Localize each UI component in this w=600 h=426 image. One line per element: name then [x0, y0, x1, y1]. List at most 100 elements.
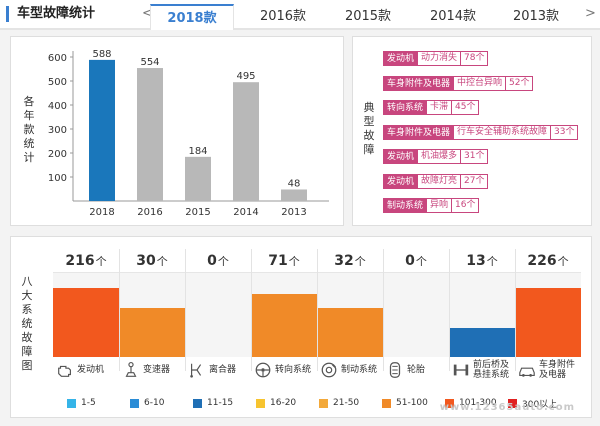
system-name: 车身附件 及电器 [539, 360, 575, 380]
system-bar [449, 327, 515, 357]
column-divider [383, 249, 384, 371]
fault-item[interactable]: 车身附件及电器 中控台异响 52个 [383, 75, 534, 91]
bar-2018 [89, 59, 115, 201]
system-count-value: 30 [136, 253, 156, 269]
fault-description: 卡滞 [427, 100, 453, 115]
fault-item[interactable]: 车身附件及电器 行车安全辅助系统故障 33个 [383, 124, 579, 140]
fault-count-badge: 27个 [461, 173, 489, 189]
y-tick-label: 500 [48, 77, 67, 88]
fault-description: 机油爆多 [418, 149, 462, 164]
system-count-value: 71 [268, 253, 288, 269]
tab-2013[interactable]: 2013款 [512, 9, 560, 24]
system-label: 前后桥及 悬挂系统 [449, 357, 515, 383]
system-column[interactable]: 0个 离合器 [185, 249, 251, 378]
fault-system-tag: 发动机 [383, 51, 419, 66]
bar-2013 [281, 189, 307, 201]
legend-item: 51-100 [382, 395, 428, 411]
system-count-unit: 个 [486, 255, 498, 268]
engine-icon [56, 361, 74, 379]
fault-item[interactable]: 发动机 动力消失 78个 [383, 51, 489, 66]
legend-swatch [382, 398, 391, 408]
column-divider [119, 249, 120, 371]
system-count: 32个 [317, 249, 383, 273]
tab-2018[interactable]: 2018款 [150, 4, 234, 30]
system-count: 13个 [449, 249, 515, 273]
system-count-value: 13 [466, 253, 486, 269]
fault-item[interactable]: 转向系统 卡滞 45个 [383, 100, 480, 115]
legend-swatch [193, 398, 202, 408]
tire-icon [386, 361, 404, 379]
legend-swatch [256, 398, 265, 408]
system-count-value: 226 [527, 253, 557, 269]
fault-system-tag: 发动机 [383, 173, 419, 189]
system-count-value: 0 [207, 253, 217, 269]
legend-item: 6-10 [130, 395, 164, 411]
fault-count-badge: 78个 [461, 51, 489, 66]
steering-wheel-icon [254, 361, 272, 379]
system-count: 30个 [119, 249, 185, 273]
x-tick-label: 2018 [89, 207, 114, 218]
color-legend: 1-5 6-10 11-15 16-20 21-50 51-100 101-300 300以上 [67, 395, 567, 411]
fault-count-badge: 16个 [452, 198, 480, 213]
legend-item: 11-15 [193, 395, 233, 411]
column-divider [185, 249, 186, 371]
bar-value-label: 588 [92, 49, 111, 60]
system-count: 216个 [53, 249, 119, 273]
y-tick-label: 600 [48, 53, 67, 64]
system-count-unit: 个 [217, 255, 229, 268]
system-count-unit: 个 [95, 255, 107, 268]
bar-value-label: 48 [288, 178, 301, 189]
system-bar [515, 288, 581, 357]
system-bar-area [185, 273, 251, 357]
system-name: 发动机 [77, 365, 105, 375]
fault-count-badge: 31个 [461, 149, 489, 164]
system-count-unit: 个 [354, 255, 366, 268]
legend-label: 16-20 [270, 398, 297, 408]
fault-item[interactable]: 制动系统 异响 16个 [383, 198, 480, 213]
legend-label: 101-300 [459, 398, 497, 408]
system-count: 226个 [515, 249, 581, 273]
y-tick-label: 200 [48, 149, 67, 160]
system-column[interactable]: 216个发动机 [53, 249, 119, 377]
bar-2014 [233, 82, 259, 201]
system-name: 变速器 [143, 365, 171, 375]
system-column[interactable]: 32个 制动系统 [317, 249, 383, 378]
fault-description: 异响 [427, 198, 453, 213]
system-column[interactable]: 13个前后桥及 悬挂系统 [449, 249, 515, 380]
system-bar-area [317, 273, 383, 357]
fault-item[interactable]: 发动机 机油爆多 31个 [383, 149, 489, 164]
fault-system-tag: 车身附件及电器 [383, 124, 455, 140]
system-name-line: 悬挂系统 [473, 370, 510, 380]
clutch-icon [188, 361, 206, 379]
bar-value-label: 184 [188, 146, 207, 157]
system-bar-area [515, 273, 581, 357]
system-name-line: 及电器 [539, 370, 567, 380]
system-column[interactable]: 71个 转向系统 [251, 249, 317, 378]
system-column[interactable]: 30个变速器 [119, 249, 185, 377]
system-column[interactable]: 0个 轮胎 [383, 249, 449, 378]
legend-item: 1-5 [67, 395, 96, 411]
system-label: 车身附件 及电器 [515, 357, 581, 383]
bar-value-label: 495 [236, 71, 255, 82]
x-tick-label: 2016 [137, 207, 162, 218]
systems-panel: 八 大 系 统 故 障 图 216个 发动机 30个 变速器 0个 离合器 71个 转向系统 3… [10, 236, 592, 418]
next-arrow-icon[interactable]: > [585, 6, 596, 21]
tab-2016[interactable]: 2016款 [259, 9, 307, 24]
system-name-line: 前后桥及 [473, 360, 510, 370]
system-bar-area [251, 273, 317, 357]
fault-item[interactable]: 发动机 故障灯亮 27个 [383, 173, 489, 189]
system-count-value: 32 [334, 253, 354, 269]
system-bar [119, 308, 185, 357]
system-count-unit: 个 [557, 255, 569, 268]
x-tick-label: 2015 [185, 207, 210, 218]
car-body-icon [518, 361, 536, 379]
system-column[interactable]: 226个车身附件 及电器 [515, 249, 581, 380]
gear-shift-icon [122, 361, 140, 379]
system-label: 轮胎 [383, 357, 449, 383]
legend-label: 11-15 [207, 398, 234, 408]
typical-faults-panel: 典 型 故 障 发动机 动力消失 78个 车身附件及电器 中控台异响 52个 转向系统 卡滞 4… [352, 36, 592, 226]
system-label: 发动机 [53, 357, 119, 383]
tab-2014[interactable]: 2014款 [429, 9, 477, 24]
tab-2015[interactable]: 2015款 [344, 9, 392, 24]
prev-arrow-icon[interactable]: < [142, 6, 153, 21]
